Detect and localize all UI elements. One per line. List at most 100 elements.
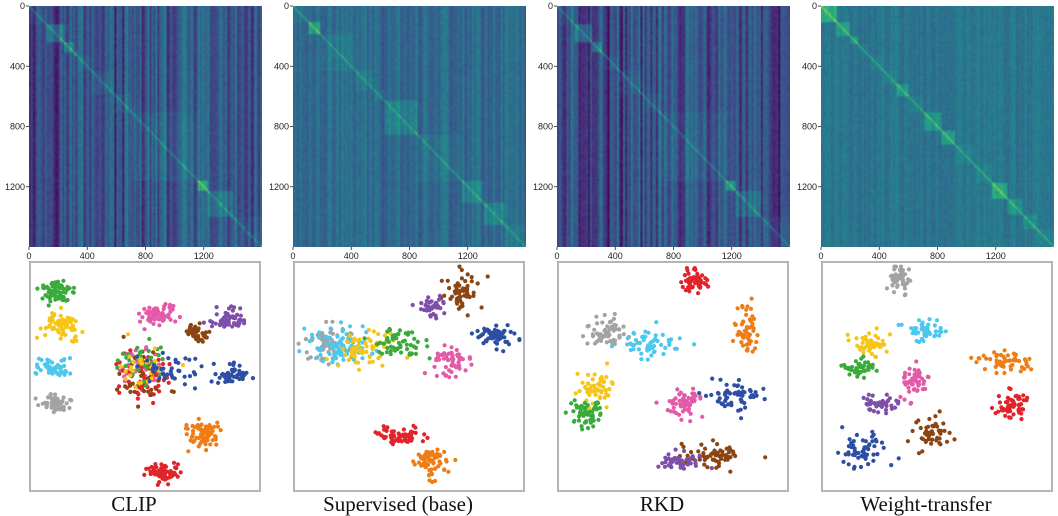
scatter-point bbox=[140, 315, 145, 320]
scatter-point bbox=[889, 406, 894, 411]
scatter-point bbox=[420, 439, 425, 444]
scatter-point bbox=[151, 363, 156, 368]
scatter-point bbox=[192, 386, 198, 391]
scatter-point bbox=[231, 362, 236, 368]
scatter-point bbox=[852, 370, 857, 375]
scatter-point bbox=[133, 385, 138, 390]
scatter-point bbox=[673, 401, 679, 406]
scatter-point bbox=[50, 284, 55, 289]
scatter-point bbox=[480, 332, 485, 337]
scatter-point bbox=[48, 392, 53, 397]
scatter-point bbox=[422, 458, 427, 463]
scatter-point bbox=[591, 424, 596, 429]
scatter-point bbox=[340, 329, 345, 334]
scatter-point bbox=[354, 350, 359, 355]
scatter-point bbox=[693, 281, 698, 286]
scatter-point bbox=[929, 441, 934, 446]
scatter-point bbox=[941, 421, 946, 426]
scatter-point bbox=[667, 399, 672, 404]
scatter-point bbox=[715, 442, 720, 447]
scatter-point bbox=[128, 389, 133, 394]
scatter-point bbox=[898, 394, 903, 400]
scatter-point bbox=[582, 400, 587, 405]
scatter-point bbox=[651, 338, 656, 343]
scatter-point bbox=[598, 411, 603, 416]
scatter-point bbox=[436, 354, 441, 359]
scatter-point bbox=[214, 305, 219, 310]
scatter-point bbox=[68, 397, 73, 402]
scatter-point bbox=[593, 401, 598, 406]
scatter-point bbox=[995, 362, 1000, 367]
scatter-point bbox=[906, 385, 911, 390]
scatter-point bbox=[371, 345, 376, 350]
scatter-point bbox=[125, 332, 131, 337]
scatter-point bbox=[367, 354, 372, 359]
scatter-point bbox=[191, 431, 196, 436]
scatter-point bbox=[328, 326, 333, 331]
scatter-point bbox=[427, 300, 432, 305]
scatter-point bbox=[208, 430, 213, 435]
scatter-point bbox=[302, 326, 307, 331]
scatter-point bbox=[215, 424, 220, 429]
scatter-point bbox=[446, 358, 451, 363]
scatter-point bbox=[162, 463, 168, 468]
scatter-point bbox=[194, 329, 199, 334]
scatter-point bbox=[872, 444, 877, 449]
scatter-point bbox=[186, 449, 191, 454]
scatter-point bbox=[683, 278, 689, 283]
scatter-point bbox=[412, 462, 417, 467]
scatter-point bbox=[494, 341, 500, 346]
scatter-point bbox=[429, 472, 435, 477]
scatter-point bbox=[573, 391, 578, 396]
scatter-point bbox=[927, 317, 932, 322]
scatter-point bbox=[649, 353, 654, 358]
scatter-point bbox=[505, 339, 510, 344]
scatter-point bbox=[674, 460, 679, 465]
scatter-point bbox=[901, 375, 907, 380]
scatter-point bbox=[153, 358, 158, 363]
x-tick-label: 800 bbox=[402, 251, 417, 261]
scatter-point bbox=[341, 357, 346, 362]
scatter-point bbox=[677, 336, 682, 341]
scatter-point bbox=[908, 401, 913, 406]
scatter-point bbox=[679, 417, 684, 422]
scatter-point bbox=[697, 391, 702, 396]
scatter-point bbox=[709, 466, 714, 471]
scatter-point bbox=[213, 321, 218, 326]
scatter-point bbox=[207, 329, 212, 334]
scatter-point bbox=[131, 360, 136, 365]
scatter-point bbox=[433, 300, 439, 305]
scatter-point bbox=[741, 335, 746, 340]
scatter-point bbox=[595, 321, 600, 326]
scatter-point bbox=[590, 377, 595, 382]
scatter-point bbox=[209, 324, 215, 329]
scatter-point bbox=[870, 429, 875, 434]
scatter-point bbox=[861, 368, 867, 373]
y-tick-label: 800 bbox=[538, 122, 553, 132]
scatter-point bbox=[136, 404, 141, 409]
scatter-point bbox=[663, 455, 668, 460]
scatter-point bbox=[161, 313, 167, 318]
scatter-point bbox=[165, 313, 170, 318]
scatter-point bbox=[58, 286, 63, 291]
scatter-point bbox=[465, 287, 470, 292]
y-tick-label: 1200 bbox=[269, 182, 289, 192]
scatter-point bbox=[871, 452, 876, 457]
scatter-point bbox=[921, 381, 926, 386]
scatter-point bbox=[751, 316, 757, 321]
scatter-point bbox=[58, 400, 63, 405]
scatter-point bbox=[867, 331, 872, 336]
scatter-point bbox=[836, 450, 841, 455]
scatter-point bbox=[912, 367, 917, 372]
scatter-point bbox=[1011, 404, 1016, 409]
scatter-point bbox=[242, 321, 247, 326]
scatter-point bbox=[69, 339, 75, 344]
scatter-point bbox=[52, 326, 57, 331]
scatter-point bbox=[621, 324, 626, 329]
scatter-point bbox=[156, 353, 161, 358]
scatter-point bbox=[48, 367, 53, 372]
scatter-point bbox=[357, 337, 362, 342]
scatter-point bbox=[330, 331, 335, 336]
scatter-point bbox=[740, 303, 745, 309]
scatter-point bbox=[849, 445, 854, 450]
